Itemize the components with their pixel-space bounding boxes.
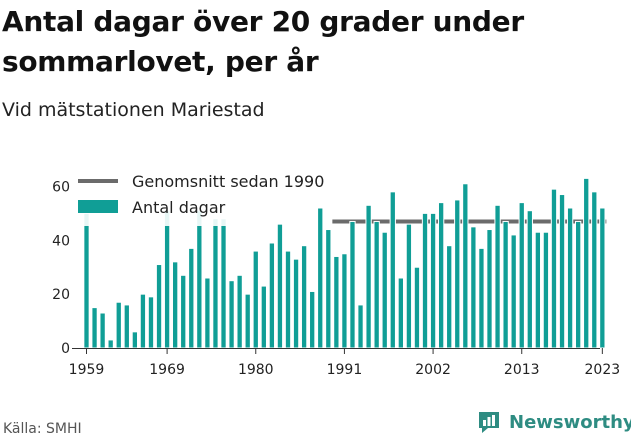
bar-1970 xyxy=(172,261,179,349)
bar-1961 xyxy=(99,312,106,349)
bar-2021 xyxy=(583,177,590,349)
newsworthy-logo-icon xyxy=(479,412,499,433)
bar-1991 xyxy=(341,253,348,349)
bar-1994 xyxy=(365,204,372,349)
bar-2011 xyxy=(502,220,509,349)
bar-2007 xyxy=(470,226,477,349)
bar-2015 xyxy=(534,231,542,349)
bar-2022 xyxy=(591,191,598,349)
bar-1985 xyxy=(292,258,300,349)
bar-1982 xyxy=(268,242,276,349)
bar-1990 xyxy=(333,255,340,349)
bar-1969 xyxy=(163,210,171,349)
source-label: Källa: SMHI xyxy=(3,421,82,437)
bar-2003 xyxy=(437,202,445,349)
bar-2018 xyxy=(558,194,566,349)
x-tick-label: 1991 xyxy=(327,362,363,378)
bar-1987 xyxy=(309,290,316,349)
bar-1986 xyxy=(300,245,308,349)
brand-name: Newsworthy xyxy=(509,411,631,433)
bar-2000 xyxy=(413,266,421,349)
bar-1966 xyxy=(139,293,147,349)
bar-1983 xyxy=(276,223,284,349)
chart-title: Antal dagar över 20 grader under sommarl… xyxy=(2,5,524,78)
legend-bars-label: Antal dagar xyxy=(132,198,226,217)
bar-2023 xyxy=(599,207,606,349)
bar-2012 xyxy=(510,234,517,349)
bar-1998 xyxy=(397,277,404,349)
bar-1971 xyxy=(180,274,187,349)
x-tick-label: 2023 xyxy=(585,362,621,378)
bar-1968 xyxy=(155,264,163,349)
legend: Genomsnitt sedan 1990 Antal dagar xyxy=(78,170,324,226)
bar-2005 xyxy=(454,199,461,349)
bar-1995 xyxy=(373,220,380,349)
bar-1959 xyxy=(83,212,90,349)
bar-1997 xyxy=(389,191,396,349)
y-tick-label: 20 xyxy=(52,287,70,303)
bar-1988 xyxy=(317,207,324,349)
legend-bars-swatch xyxy=(78,200,118,213)
bar-1974 xyxy=(204,277,211,349)
bar-1976 xyxy=(220,218,227,349)
bar-2009 xyxy=(486,229,493,349)
bar-1964 xyxy=(123,304,130,349)
x-tick-label: 2013 xyxy=(504,362,540,378)
bar-1962 xyxy=(107,339,114,349)
chart-subtitle: Vid mätstationen Mariestad xyxy=(2,99,265,121)
x-tick-label: 1969 xyxy=(149,362,185,378)
x-tick-label: 1980 xyxy=(238,362,274,378)
bar-1996 xyxy=(381,231,388,349)
bar-2001 xyxy=(421,212,429,349)
axes-group: 0 20 40 60 1959 1969 1980 1991 2002 2013 2023 xyxy=(52,179,620,378)
legend-average-label: Genomsnitt sedan 1990 xyxy=(132,172,324,191)
brand-logo[interactable]: Newsworthy xyxy=(476,407,631,437)
bar-2006 xyxy=(462,183,469,349)
bar-2019 xyxy=(566,207,574,349)
bar-1963 xyxy=(115,301,122,349)
bars-group xyxy=(83,177,606,349)
bar-1992 xyxy=(349,220,356,349)
x-tick-label: 2002 xyxy=(415,362,451,378)
bar-2017 xyxy=(550,188,558,349)
y-tick-label: 60 xyxy=(52,179,70,195)
bar-1993 xyxy=(357,304,364,349)
bar-1967 xyxy=(147,296,155,349)
bar-1981 xyxy=(260,285,267,349)
x-tick-label: 1959 xyxy=(69,362,105,378)
bar-2016 xyxy=(542,231,550,349)
bar-1973 xyxy=(196,210,203,349)
bar-1979 xyxy=(244,293,251,349)
bar-1965 xyxy=(131,331,139,349)
y-tick-label: 40 xyxy=(52,233,70,249)
bar-1972 xyxy=(188,247,195,349)
bar-1984 xyxy=(284,250,292,349)
bar-1978 xyxy=(236,274,243,349)
bar-2020 xyxy=(575,220,582,349)
bar-2004 xyxy=(446,245,453,349)
bar-1980 xyxy=(252,250,259,349)
bar-2008 xyxy=(478,247,485,349)
bar-1960 xyxy=(91,307,98,349)
bar-1975 xyxy=(212,218,219,349)
bar-2013 xyxy=(518,202,525,349)
y-tick-label: 0 xyxy=(61,341,70,357)
bar-2002 xyxy=(429,212,437,349)
bar-2010 xyxy=(494,204,501,349)
bar-2014 xyxy=(526,210,533,349)
bar-1977 xyxy=(228,280,235,349)
bar-1989 xyxy=(325,229,332,349)
bar-1999 xyxy=(405,223,413,349)
